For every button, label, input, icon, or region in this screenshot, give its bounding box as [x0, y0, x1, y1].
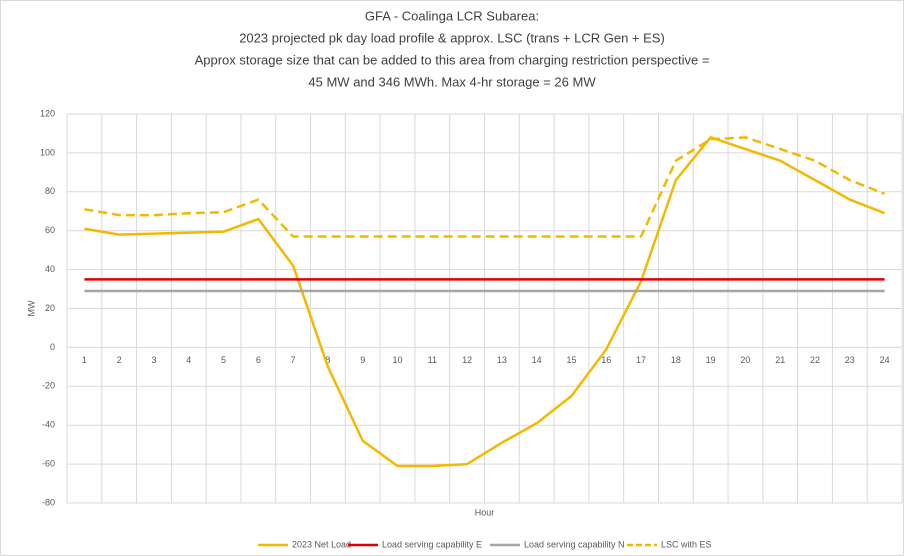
y-tick-label: -80 — [42, 497, 55, 507]
x-tick-label: 16 — [601, 355, 611, 365]
x-tick-label: 23 — [845, 355, 855, 365]
x-tick-label: 14 — [532, 355, 542, 365]
x-tick-label: 20 — [740, 355, 750, 365]
y-tick-label: 0 — [50, 342, 55, 352]
chart-title: 2023 projected pk day load profile & app… — [239, 30, 665, 45]
x-tick-label: 4 — [186, 355, 191, 365]
chart-title: Approx storage size that can be added to… — [195, 52, 710, 67]
x-tick-label: 12 — [462, 355, 472, 365]
x-tick-label: 18 — [671, 355, 681, 365]
x-tick-label: 7 — [291, 355, 296, 365]
x-tick-label: 13 — [497, 355, 507, 365]
chart-title: GFA - Coalinga LCR Subarea: — [365, 8, 539, 23]
y-tick-label: -20 — [42, 381, 55, 391]
x-tick-label: 8 — [325, 355, 330, 365]
x-tick-label: 17 — [636, 355, 646, 365]
x-tick-label: 10 — [393, 355, 403, 365]
y-tick-label: 120 — [40, 108, 55, 118]
y-tick-label: -60 — [42, 458, 55, 468]
x-axis-label: Hour — [475, 507, 495, 517]
x-tick-label: 2 — [117, 355, 122, 365]
series-line — [84, 136, 886, 238]
x-tick-label: 9 — [360, 355, 365, 365]
x-tick-label: 11 — [428, 355, 437, 365]
legend-label: Load serving capability E — [382, 539, 482, 549]
series-line — [84, 136, 886, 468]
x-tick-label: 22 — [810, 355, 820, 365]
legend-label: 2023 Net Load — [292, 539, 351, 549]
y-tick-label: 40 — [45, 264, 55, 274]
x-tick-label: 3 — [151, 355, 156, 365]
y-tick-label: -40 — [42, 420, 55, 430]
y-tick-label: 100 — [40, 147, 55, 157]
x-tick-label: 6 — [256, 355, 261, 365]
y-axis-label: MW — [26, 300, 36, 316]
legend-label: Load serving capability N — [524, 539, 625, 549]
y-tick-label: 20 — [45, 303, 55, 313]
legend-label: LSC with ES — [661, 539, 712, 549]
x-tick-label: 24 — [880, 355, 890, 365]
x-tick-label: 21 — [775, 355, 785, 365]
x-tick-label: 5 — [221, 355, 226, 365]
y-tick-label: 80 — [45, 186, 55, 196]
chart-title: 45 MW and 346 MWh. Max 4-hr storage = 26… — [308, 74, 596, 89]
y-tick-label: 60 — [45, 225, 55, 235]
x-tick-label: 1 — [82, 355, 87, 365]
x-tick-label: 19 — [706, 355, 716, 365]
x-tick-label: 15 — [566, 355, 576, 365]
